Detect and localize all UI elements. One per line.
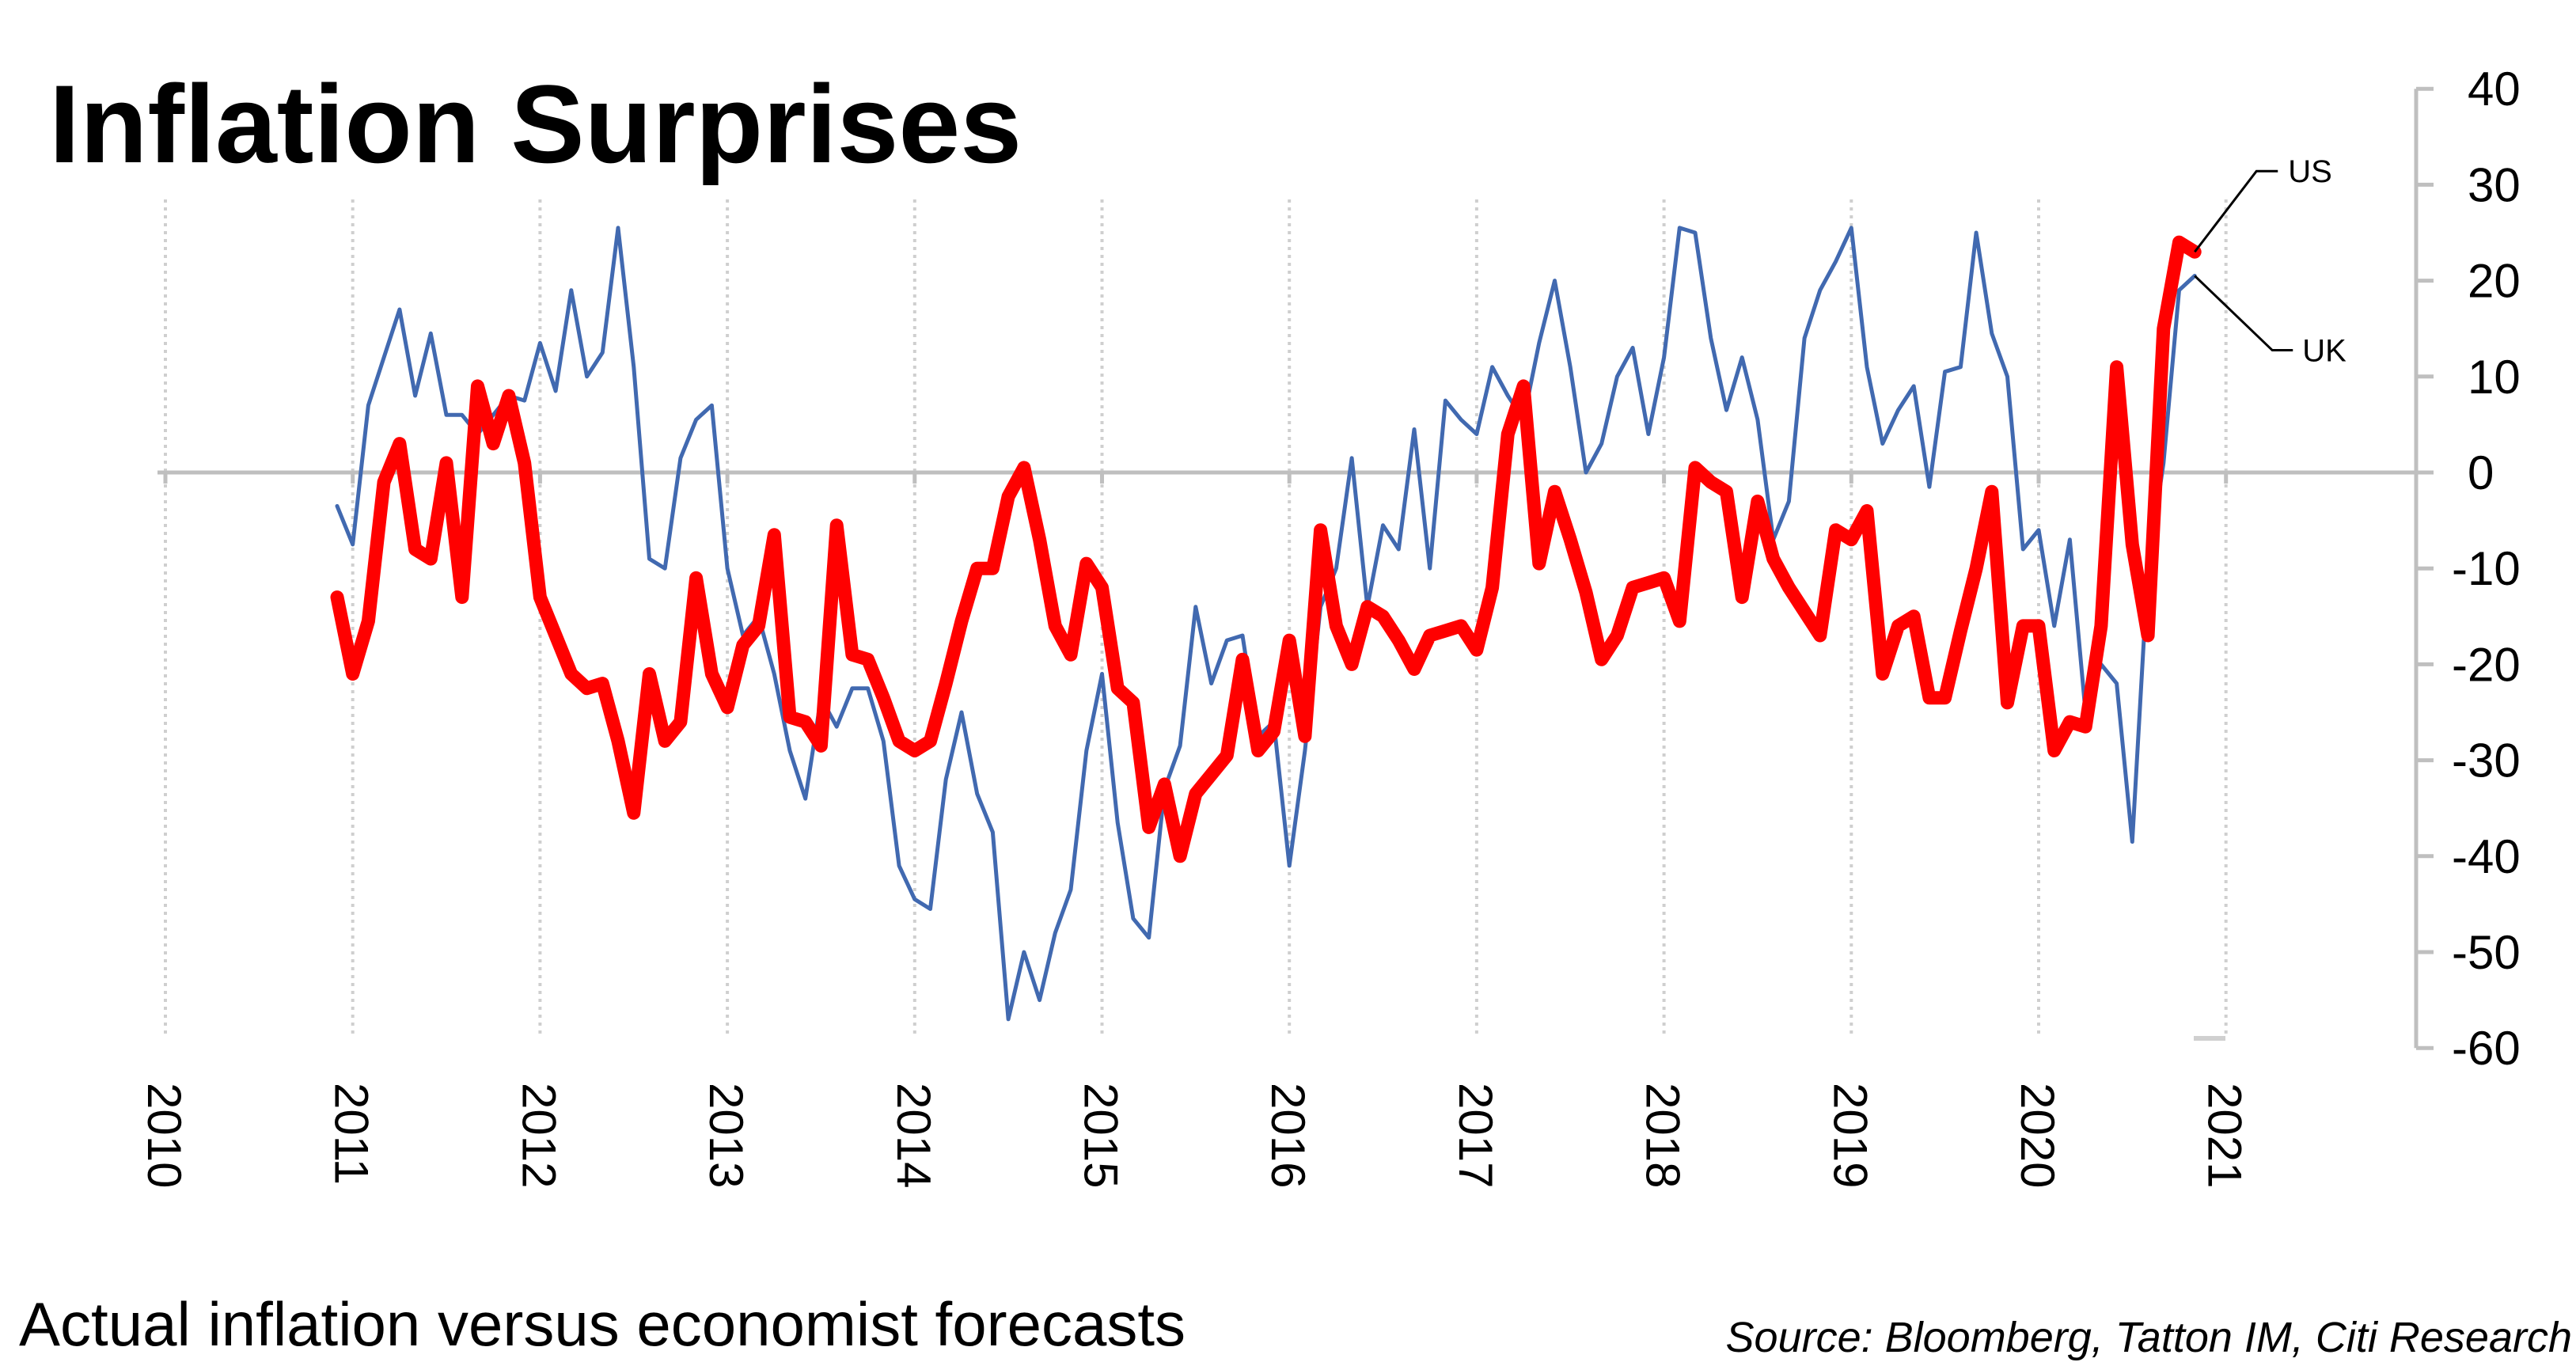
gridlines [157,199,2434,1037]
y-tick-label: 40 [2468,63,2521,116]
x-tick-label: 2021 [2199,1083,2252,1188]
x-tick-label: 2020 [2011,1083,2064,1188]
x-tick-label: 2012 [512,1083,565,1188]
series-lines [330,226,2202,1022]
callout-line-us [2194,169,2278,253]
y-axis: 40 30 20 10 0 -10 -20 -30 -40 -50 -60 [2414,63,2521,1075]
callout-label-us: US [2288,154,2332,189]
x-tick-label: 2015 [1075,1083,1128,1188]
chart-title: Inflation Surprises [49,62,1022,186]
y-tick-label: 20 [2468,255,2521,308]
y-tick-label: -40 [2452,830,2521,883]
x-tick-label: 2017 [1449,1083,1502,1188]
x-tick-label: 2011 [325,1083,378,1185]
y-tick-label: -50 [2452,926,2521,979]
x-tick-label: 2014 [887,1083,940,1188]
x-tick-label: 2010 [138,1083,191,1188]
callout-line-uk [2194,275,2293,352]
callouts: US UK [2194,154,2346,369]
callout-label-uk: UK [2302,334,2346,369]
y-tick-label: 30 [2468,158,2521,211]
chart-subtitle: Actual inflation versus economist foreca… [19,1289,1186,1359]
x-tick-label: 2013 [700,1083,753,1188]
x-tick-label: 2016 [1261,1083,1315,1188]
series-line-us [330,235,2202,863]
x-tick-label: 2018 [1637,1083,1690,1188]
y-tick-label: 0 [2468,446,2494,499]
x-tick-label: 2019 [1823,1083,1876,1188]
y-tick-label: -20 [2452,638,2521,691]
y-tick-label: -30 [2452,734,2521,787]
x-axis: 2010 2011 2012 2013 2014 2015 2016 2017 2018 2019… [138,1083,2252,1188]
chart-source: Source: Bloomberg, Tatton IM, Citi Resea… [1726,1314,2572,1361]
series-line-uk [335,226,2197,1022]
y-tick-label: -10 [2452,542,2521,595]
y-tick-label: -60 [2452,1022,2521,1075]
y-tick-label: 10 [2468,351,2521,404]
